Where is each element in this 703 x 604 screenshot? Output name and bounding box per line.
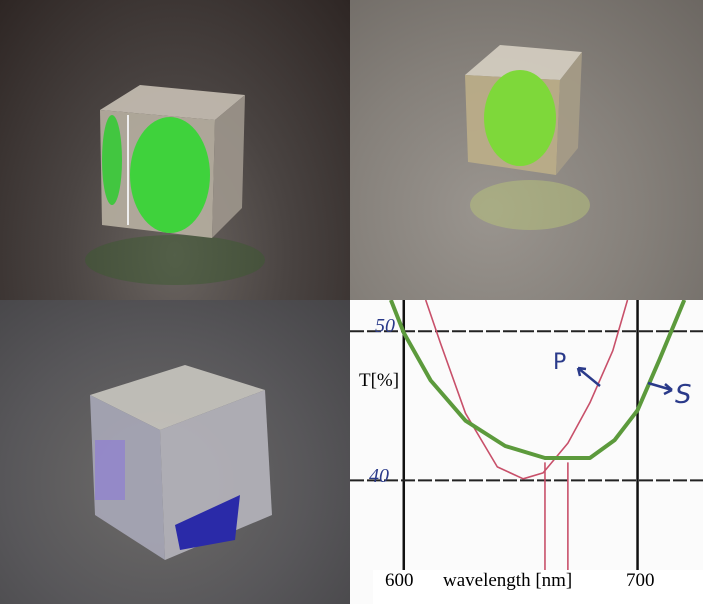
photo-cube-grey-background (350, 0, 703, 300)
series-line-p (424, 300, 629, 480)
series-label-s: S (675, 380, 692, 410)
transmission-chart: T[%] 600 wavelength [nm] 700 50 40 P S (350, 300, 703, 604)
photo-cube-violet (0, 300, 350, 604)
x-axis-label-box: 600 wavelength [nm] 700 (373, 570, 703, 604)
x-tick-700: 700 (626, 570, 655, 591)
arrow-s-icon (647, 381, 673, 396)
y-tick-50: 50 (375, 315, 395, 337)
x-axis-label: wavelength [nm] (443, 570, 573, 591)
cube-illustration (465, 45, 590, 230)
cube-illustration (85, 85, 265, 285)
cube-illustration (90, 365, 272, 560)
series-line-s (389, 300, 687, 460)
arrow-p-icon (576, 366, 601, 387)
series-label-p: P (553, 350, 567, 375)
x-tick-600: 600 (385, 570, 414, 591)
y-axis-label: T[%] (359, 370, 400, 391)
y-tick-40: 40 (369, 465, 389, 487)
chart-plot (350, 300, 703, 604)
photo-cube-dark-background (0, 0, 350, 300)
